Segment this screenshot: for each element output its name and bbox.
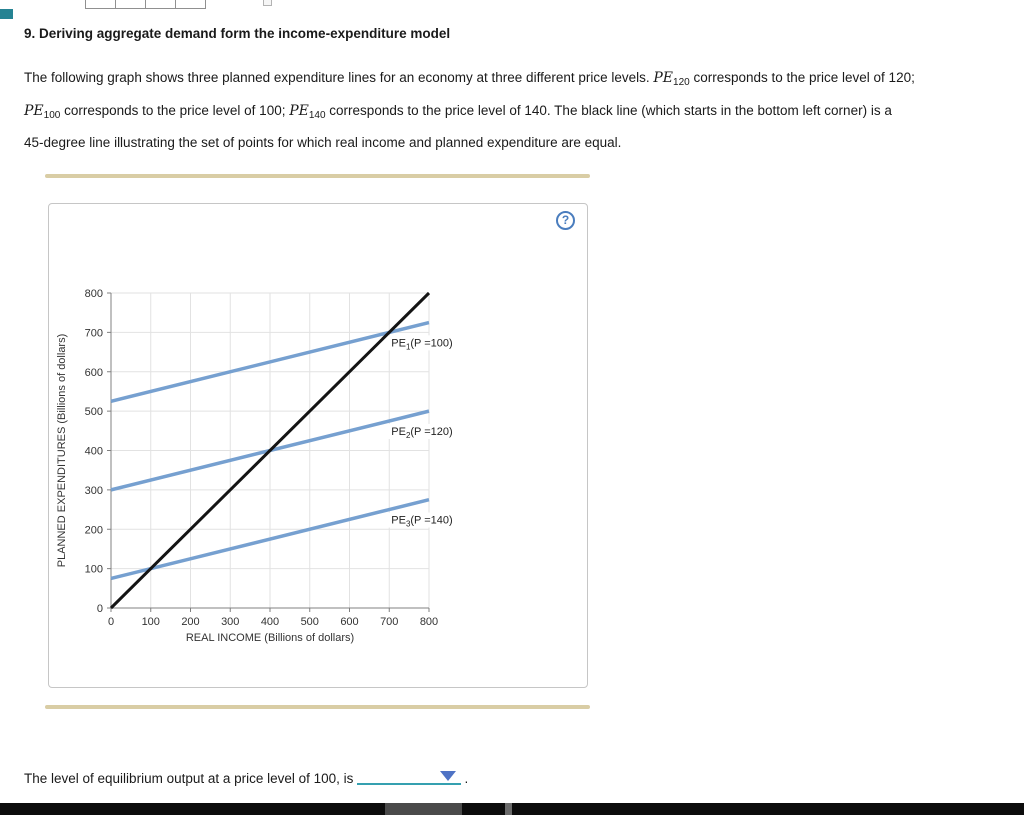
series-line-pe3 bbox=[110, 498, 430, 581]
intro-text: The following graph shows three planned … bbox=[24, 70, 654, 85]
series-label-pe3: PE3(P =140) bbox=[391, 515, 452, 529]
series-label-bg bbox=[388, 335, 461, 351]
y-axis-title: PLANNED EXPENDITURES (Billions of dollar… bbox=[56, 334, 68, 568]
graph-panel: 0 100 200 300 400 500 600 700 800 0 100 200 300 400 50… bbox=[48, 203, 588, 688]
x-tick-label: 700 bbox=[380, 616, 398, 628]
series-label-pe1: PE1(P =100) bbox=[391, 337, 452, 351]
question-intro: The following graph shows three planned … bbox=[24, 64, 984, 157]
y-tick-label: 400 bbox=[85, 446, 103, 458]
intro-text: 120 bbox=[673, 77, 690, 88]
section-divider-bottom bbox=[45, 705, 590, 709]
taskbar-item[interactable] bbox=[385, 803, 462, 815]
x-tick-label: 300 bbox=[221, 616, 239, 628]
x-tick-label: 100 bbox=[142, 616, 160, 628]
y-tick-label: 600 bbox=[85, 367, 103, 379]
pe-variable: PE bbox=[289, 102, 309, 119]
intro-text: 100 bbox=[43, 109, 61, 121]
series-line-45-degree-line bbox=[109, 291, 431, 610]
x-tick-label: 600 bbox=[340, 616, 358, 628]
intro-text: corresponds to the price level of 100; bbox=[60, 102, 290, 118]
x-tick-label: 0 bbox=[108, 616, 114, 628]
y-tick-label: 500 bbox=[85, 406, 103, 418]
series-line-pe1 bbox=[110, 320, 430, 403]
section-divider-top bbox=[45, 174, 590, 178]
y-tick-label: 200 bbox=[85, 524, 103, 536]
x-tick-label: 500 bbox=[301, 616, 319, 628]
equilibrium-output-dropdown[interactable] bbox=[357, 769, 462, 785]
cropped-cell bbox=[86, 0, 116, 9]
intro-text: 45-degree line illustrating the set of p… bbox=[24, 135, 622, 150]
taskbar[interactable] bbox=[0, 803, 1024, 815]
prompt-period: . bbox=[464, 771, 469, 786]
y-tick-label: 700 bbox=[85, 327, 103, 339]
y-tick-label: 300 bbox=[85, 485, 103, 497]
cropped-cell bbox=[176, 0, 206, 9]
x-tick-label: 400 bbox=[261, 616, 279, 628]
pe-variable: PE bbox=[24, 102, 44, 119]
cropped-cell bbox=[146, 0, 176, 9]
intro-text: corresponds to the price level of 120; bbox=[689, 70, 915, 85]
cropped-cell bbox=[116, 0, 146, 9]
expenditure-chart: 0 100 200 300 400 500 600 700 800 0 100 200 300 400 50… bbox=[56, 288, 461, 644]
intro-text: corresponds to the price level of 140. T… bbox=[325, 102, 892, 118]
y-tick-label: 0 bbox=[97, 603, 103, 615]
series-label-bg bbox=[388, 423, 461, 439]
cropped-teal-element bbox=[0, 9, 13, 19]
x-tick-label: 800 bbox=[420, 616, 438, 628]
series-label-pe2: PE2(P =120) bbox=[391, 426, 452, 440]
pe-variable: PE bbox=[653, 70, 674, 86]
help-icon[interactable]: ? bbox=[556, 211, 575, 230]
prompt-text: The level of equilibrium output at a pri… bbox=[24, 771, 354, 786]
x-axis-title: REAL INCOME (Billions of dollars) bbox=[186, 632, 354, 644]
cropped-artifact bbox=[263, 0, 272, 6]
y-tick-label: 100 bbox=[85, 564, 103, 576]
taskbar-item[interactable] bbox=[505, 803, 512, 815]
chevron-down-icon[interactable] bbox=[440, 771, 457, 781]
series-label-bg bbox=[388, 512, 461, 528]
cropped-input-cells bbox=[85, 0, 206, 9]
question-title: 9. Deriving aggregate demand form the in… bbox=[24, 26, 451, 41]
intro-text: 140 bbox=[308, 109, 326, 121]
y-tick-label: 800 bbox=[85, 288, 103, 300]
x-tick-label: 200 bbox=[181, 616, 199, 628]
answer-prompt: The level of equilibrium output at a pri… bbox=[24, 769, 468, 786]
